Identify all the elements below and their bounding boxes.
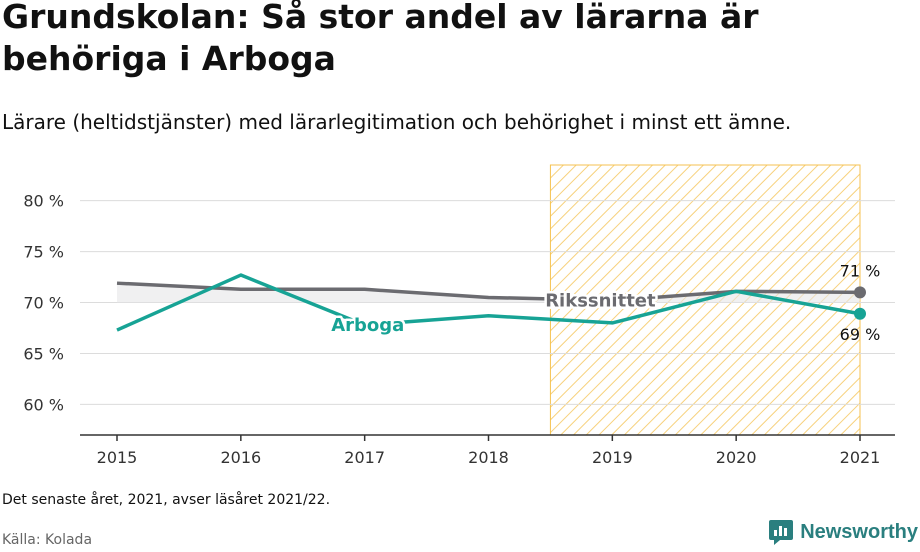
x-tick-label: 2020 — [716, 448, 757, 467]
rikssnittet-band — [117, 283, 860, 303]
x-tick-label: 2018 — [468, 448, 509, 467]
brand-logo: Newsworthy — [768, 518, 918, 546]
x-tick-label: 2016 — [220, 448, 261, 467]
data-point-rikssnittet — [854, 286, 866, 299]
series-label-arboga-halo: Arboga — [331, 315, 404, 336]
source-note: Källa: Kolada — [2, 532, 93, 548]
footnote: Det senaste året, 2021, avser läsåret 20… — [2, 492, 331, 508]
chart-subtitle: Lärare (heltidstjänster) med lärarlegiti… — [2, 110, 792, 134]
newsworthy-icon — [769, 520, 794, 545]
end-label-rikssnittet: 71 % — [840, 261, 881, 280]
end-label-arboga: 69 % — [840, 325, 881, 344]
x-tick-label: 2019 — [592, 448, 633, 467]
series-label-rikssnittet-halo: Rikssnittet — [545, 291, 656, 312]
x-tick-label: 2021 — [840, 448, 881, 467]
line-chart: 60 % 65 % 70 % 75 % 80 % 2015 2016 2017 2018 2019… — [23, 164, 895, 467]
x-tick-label: 2017 — [344, 448, 385, 467]
y-tick-label: 75 % — [23, 243, 64, 262]
series-label-rikssnittet: Rikssnittet — [545, 291, 656, 312]
y-tick-label: 60 % — [23, 395, 64, 414]
y-tick-label: 80 % — [23, 192, 64, 211]
data-point-arboga — [854, 307, 866, 320]
y-tick-label: 70 % — [23, 294, 64, 313]
x-tick-label: 2015 — [97, 448, 138, 467]
chart-title: Grundskolan: Så stor andel av lärarna är… — [2, 0, 759, 78]
y-tick-label: 65 % — [23, 344, 64, 363]
brand-name: Newsworthy — [800, 520, 918, 543]
series-label-arboga: Arboga — [331, 315, 404, 336]
